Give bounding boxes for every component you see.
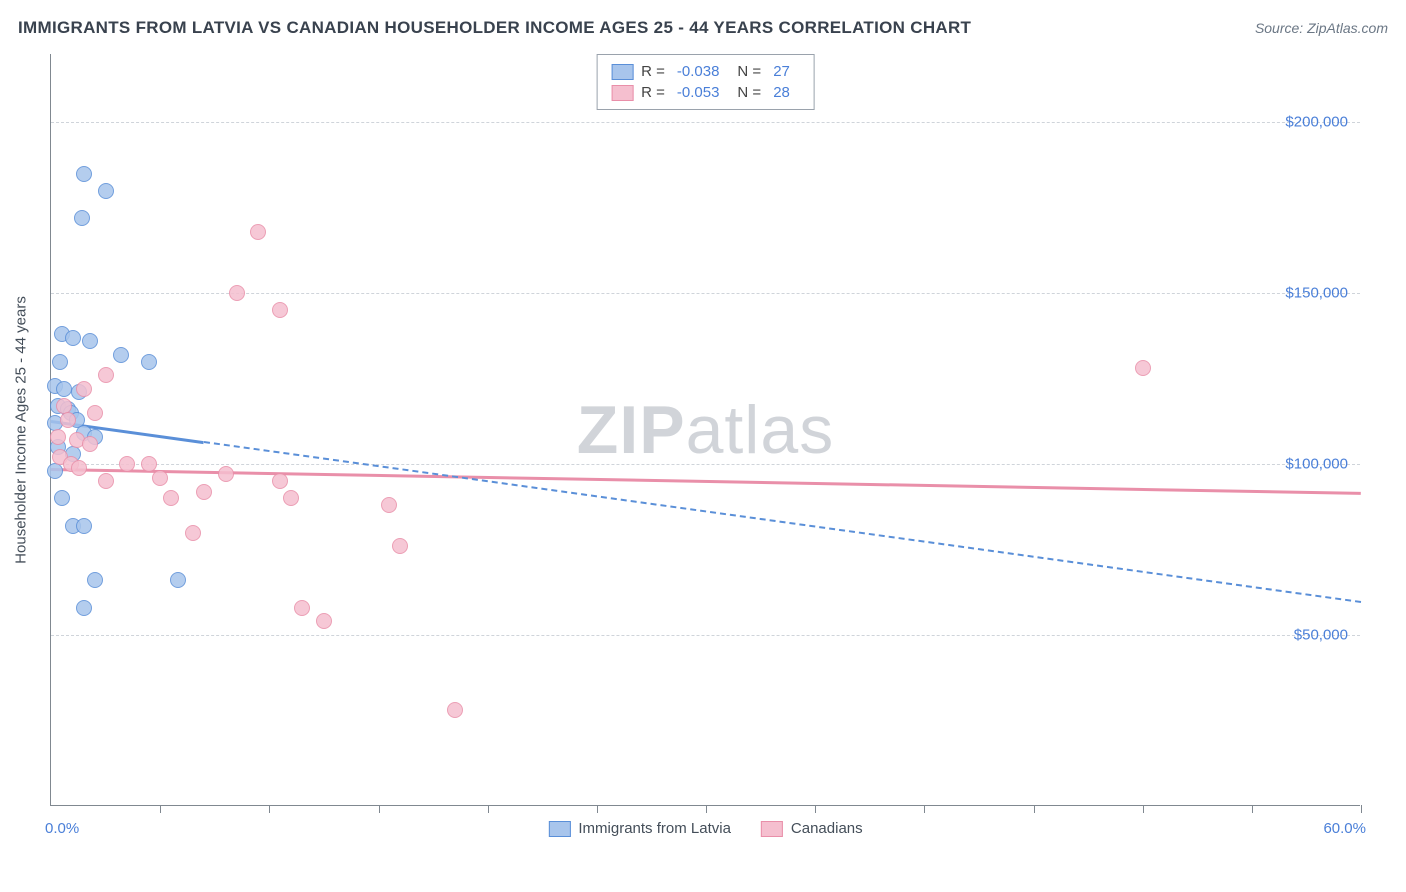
blue-marker xyxy=(82,333,98,349)
correlation-legend: R = -0.038 N = 27 R = -0.053 N = 28 xyxy=(596,54,815,110)
pink-marker xyxy=(229,285,245,301)
pink-marker xyxy=(447,702,463,718)
series-legend-item: Canadians xyxy=(761,820,863,837)
gridline-h xyxy=(51,635,1360,636)
watermark-rest: atlas xyxy=(686,392,835,468)
pink-marker xyxy=(119,456,135,472)
plot-area: Householder Income Ages 25 - 44 years ZI… xyxy=(50,54,1360,806)
legend-r-value: -0.038 xyxy=(677,63,720,80)
source-label: Source: ZipAtlas.com xyxy=(1255,20,1388,36)
blue-marker xyxy=(113,347,129,363)
x-tick-label: 60.0% xyxy=(1323,820,1366,837)
chart-title: IMMIGRANTS FROM LATVIA VS CANADIAN HOUSE… xyxy=(18,18,971,38)
pink-marker xyxy=(60,412,76,428)
pink-marker xyxy=(272,473,288,489)
pink-marker xyxy=(141,456,157,472)
correlation-legend-row: R = -0.038 N = 27 xyxy=(611,61,800,82)
pink-trendline xyxy=(51,468,1361,495)
pink-marker xyxy=(283,490,299,506)
x-tick xyxy=(815,805,816,813)
legend-n-value: 27 xyxy=(773,63,790,80)
pink-marker xyxy=(50,429,66,445)
pink-marker xyxy=(1135,360,1151,376)
pink-marker xyxy=(392,538,408,554)
gridline-h xyxy=(51,122,1360,123)
blue-marker xyxy=(54,490,70,506)
pink-marker xyxy=(71,460,87,476)
chart-header: IMMIGRANTS FROM LATVIA VS CANADIAN HOUSE… xyxy=(18,18,1388,38)
watermark: ZIPatlas xyxy=(577,391,834,469)
y-tick-label: $200,000 xyxy=(1285,114,1348,131)
pink-marker xyxy=(250,224,266,240)
pink-marker xyxy=(185,525,201,541)
gridline-h xyxy=(51,464,1360,465)
blue-marker xyxy=(76,166,92,182)
x-tick xyxy=(1361,805,1362,813)
x-tick-label: 0.0% xyxy=(45,820,79,837)
pink-marker xyxy=(82,436,98,452)
legend-swatch xyxy=(761,821,783,837)
blue-marker xyxy=(47,463,63,479)
y-axis-title: Householder Income Ages 25 - 44 years xyxy=(13,296,30,564)
series-legend: Immigrants from Latvia Canadians xyxy=(548,820,862,837)
pink-marker xyxy=(152,470,168,486)
x-tick xyxy=(488,805,489,813)
legend-r-label: R = xyxy=(641,84,665,101)
gridline-h xyxy=(51,293,1360,294)
x-tick xyxy=(1252,805,1253,813)
x-tick xyxy=(597,805,598,813)
legend-n-label: N = xyxy=(737,63,761,80)
legend-n-label: N = xyxy=(737,84,761,101)
x-tick xyxy=(160,805,161,813)
y-tick-label: $50,000 xyxy=(1294,627,1348,644)
x-tick xyxy=(1143,805,1144,813)
blue-marker xyxy=(74,210,90,226)
legend-r-value: -0.053 xyxy=(677,84,720,101)
y-tick-label: $150,000 xyxy=(1285,285,1348,302)
correlation-legend-row: R = -0.053 N = 28 xyxy=(611,82,800,103)
pink-marker xyxy=(316,613,332,629)
series-legend-label: Immigrants from Latvia xyxy=(578,820,731,837)
pink-marker xyxy=(272,302,288,318)
pink-marker xyxy=(381,497,397,513)
watermark-bold: ZIP xyxy=(577,392,686,468)
blue-trendline xyxy=(204,441,1361,603)
x-tick xyxy=(379,805,380,813)
pink-marker xyxy=(163,490,179,506)
pink-marker xyxy=(87,405,103,421)
blue-marker xyxy=(76,600,92,616)
legend-swatch xyxy=(548,821,570,837)
blue-marker xyxy=(98,183,114,199)
y-tick-label: $100,000 xyxy=(1285,456,1348,473)
blue-marker xyxy=(76,518,92,534)
series-legend-label: Canadians xyxy=(791,820,863,837)
series-legend-item: Immigrants from Latvia xyxy=(548,820,731,837)
blue-marker xyxy=(56,381,72,397)
pink-marker xyxy=(98,473,114,489)
blue-marker xyxy=(52,354,68,370)
blue-marker xyxy=(141,354,157,370)
x-tick xyxy=(269,805,270,813)
legend-r-label: R = xyxy=(641,63,665,80)
blue-marker xyxy=(170,572,186,588)
x-tick xyxy=(1034,805,1035,813)
pink-marker xyxy=(98,367,114,383)
legend-n-value: 28 xyxy=(773,84,790,101)
pink-marker xyxy=(196,484,212,500)
pink-marker xyxy=(218,466,234,482)
x-tick xyxy=(924,805,925,813)
pink-marker xyxy=(76,381,92,397)
legend-swatch xyxy=(611,85,633,101)
blue-marker xyxy=(65,330,81,346)
pink-marker xyxy=(294,600,310,616)
legend-swatch xyxy=(611,64,633,80)
x-tick xyxy=(706,805,707,813)
blue-marker xyxy=(87,572,103,588)
